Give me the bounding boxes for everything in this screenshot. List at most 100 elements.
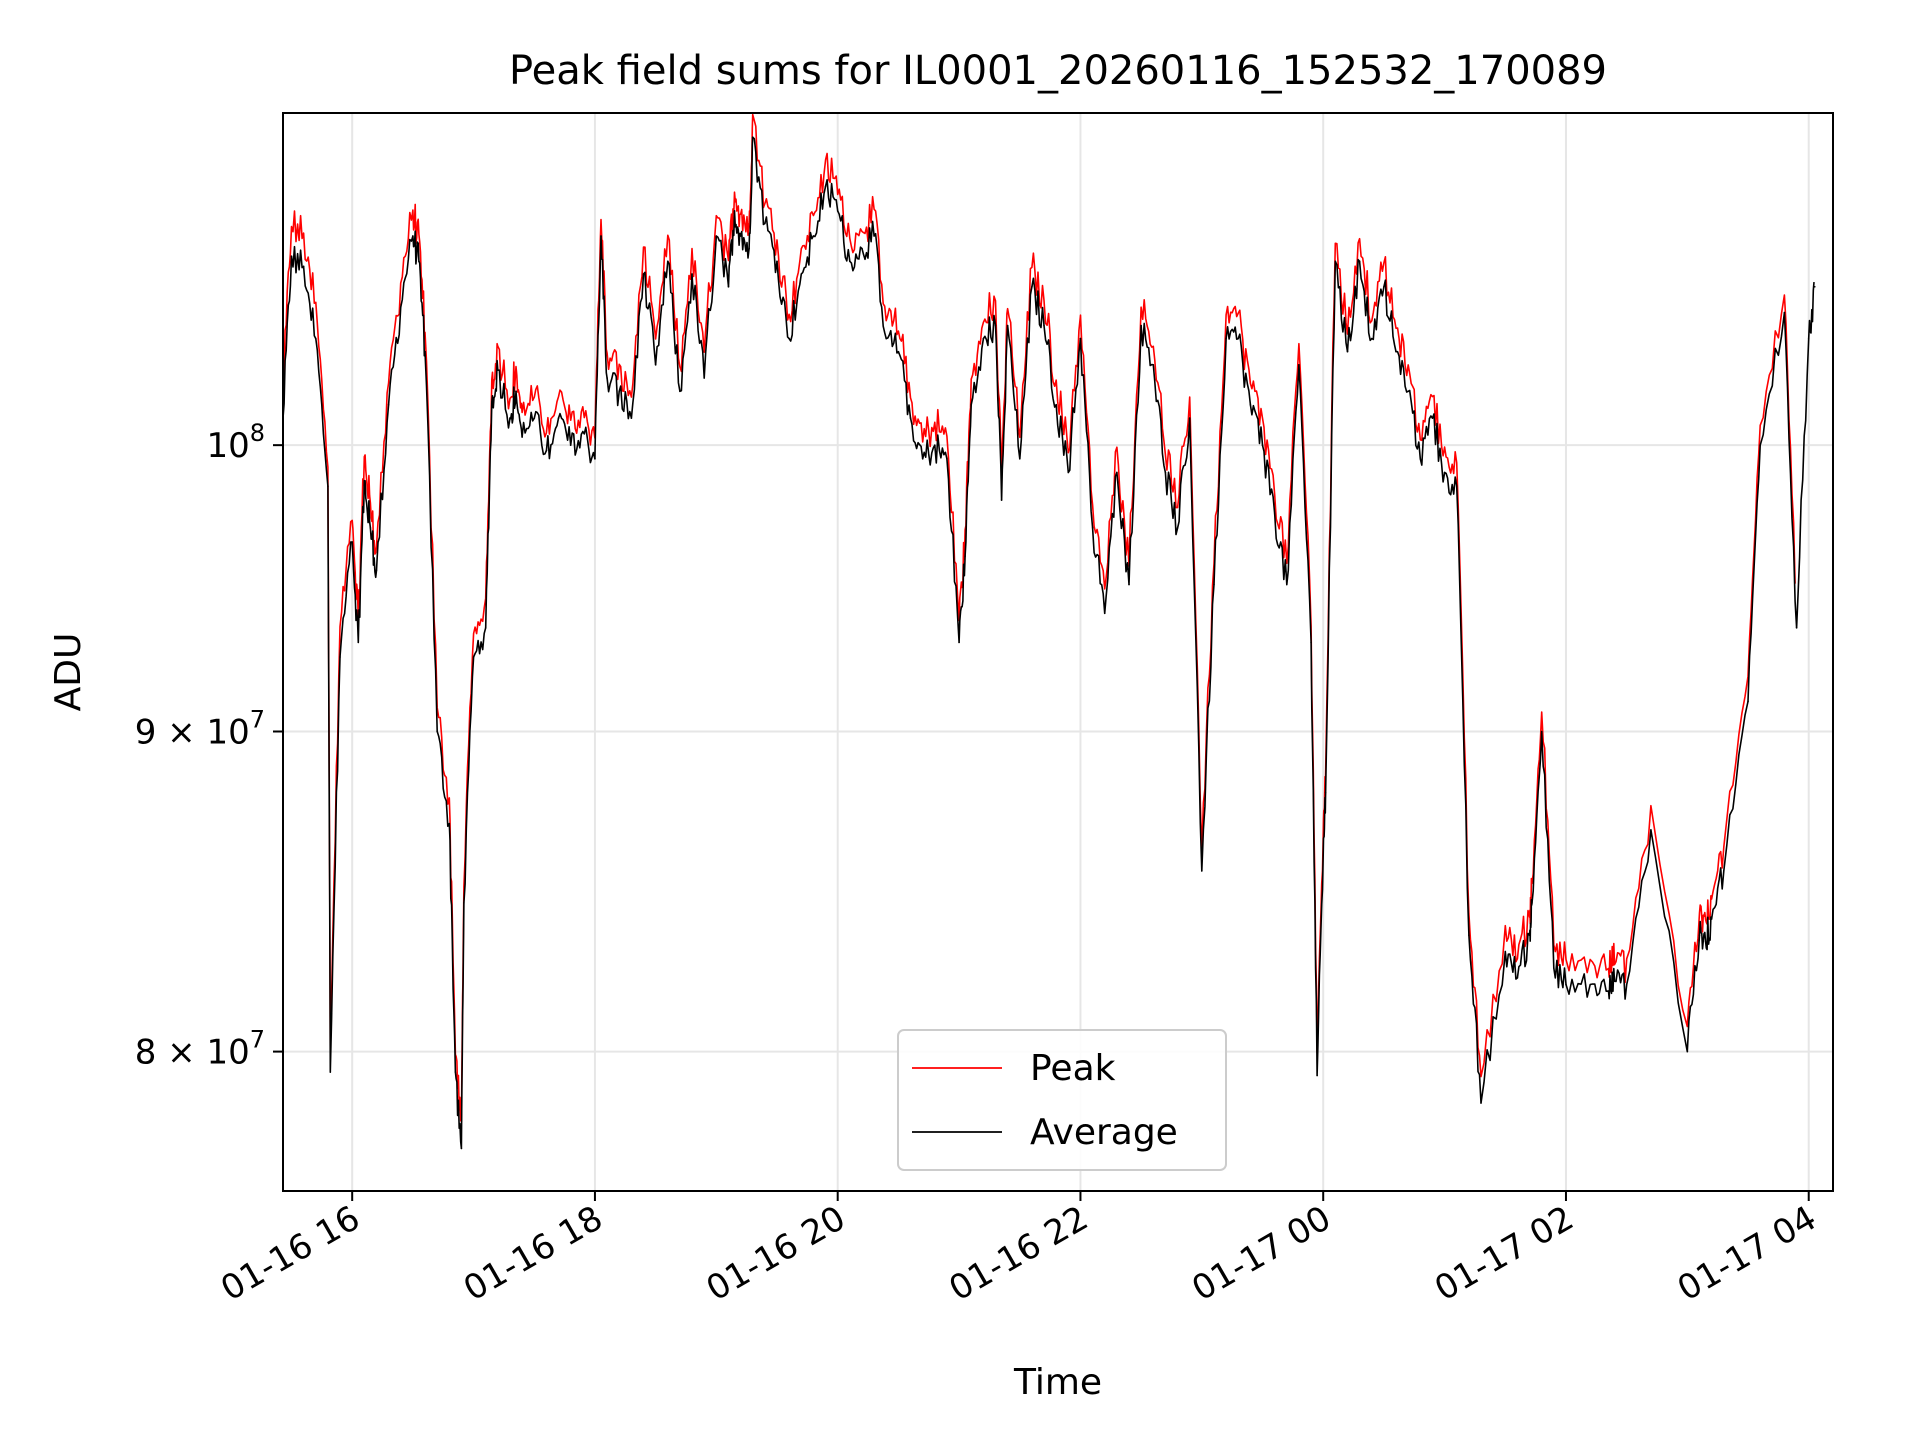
average-point [594,457,596,460]
grid-layer [283,113,1833,1191]
average-point [1747,700,1749,703]
average-point [764,222,766,225]
average-point [812,235,815,237]
average-point [357,641,360,644]
average-point [897,350,900,353]
average-point [509,417,511,419]
average-point [600,235,602,237]
average-point [861,247,863,250]
average-point [369,527,372,529]
average-point [715,235,718,237]
average-point [472,656,475,658]
average-point [1285,583,1288,586]
average-point [666,260,669,263]
average-point [497,369,499,371]
average-point [1443,471,1446,474]
average-point [1710,918,1713,920]
average-point [1698,934,1701,937]
average-point [982,337,985,340]
average-point [1607,990,1610,992]
average-point [582,430,584,433]
average-point [1237,337,1240,340]
average-point [1261,444,1264,446]
average-point [351,541,353,543]
average-point [1553,967,1555,969]
average-point [1176,527,1179,529]
average-point [654,364,657,366]
average-point [1018,457,1021,460]
average-point [921,457,924,460]
average-point [327,485,329,488]
average-point [1504,950,1507,953]
average-point [1759,444,1761,446]
average-point [824,185,827,187]
average-point [1201,870,1203,872]
average-point [436,730,438,733]
series-layer [283,113,1816,1150]
average-point [515,390,517,393]
average-point [1043,324,1045,327]
average-point [1813,285,1816,288]
average-point [618,390,621,393]
average-point [1273,513,1276,515]
average-point [1249,403,1252,406]
average-point [727,285,730,288]
average-point [424,350,426,353]
average-point [748,247,750,250]
average-point [606,377,608,379]
average-point [329,1071,332,1073]
average-point [751,136,754,138]
plot-frame [282,112,1834,1192]
average-point [1334,260,1337,263]
average-point [1528,934,1531,937]
average-point [964,555,966,557]
average-point [1807,337,1810,340]
average-point [1480,1102,1482,1104]
average-point [1103,612,1106,615]
average-point [1468,934,1470,937]
series-line-average [283,136,1815,1150]
average-point [1783,311,1786,314]
average-point [1067,471,1070,474]
average-point [1000,499,1003,501]
average-point [1298,364,1300,366]
average-point [1531,902,1533,904]
average-point [1565,983,1567,986]
average-point [630,417,633,419]
average-point [1225,337,1227,340]
average-point [849,260,851,263]
average-point [739,235,742,237]
average-point [1213,583,1215,586]
legend-box [897,1029,1227,1171]
average-point [1613,980,1616,982]
average-point [290,255,293,258]
average-point [1407,390,1409,393]
average-point [776,260,778,263]
average-point [1128,583,1130,586]
average-point [1152,364,1155,366]
average-point [1540,730,1543,733]
average-point [1795,627,1798,629]
x-axis-label: Time [1013,1362,1102,1403]
average-point [339,656,341,658]
average-point [1370,337,1373,340]
average-point [490,401,493,403]
average-point [934,444,936,446]
average-point [302,265,305,268]
average-point [1455,485,1458,488]
average-point [703,377,705,379]
average-point [1031,285,1033,288]
y-axis-label: ADU [48,633,89,712]
average-point [314,337,317,340]
average-point [387,403,390,406]
average-point [418,260,420,263]
average-point [1589,983,1592,986]
average-point [454,1071,457,1073]
average-point [399,306,402,309]
average-point [557,417,560,419]
average-point [1431,417,1434,419]
average-point [1395,350,1397,353]
average-point [946,457,948,460]
average-point [642,273,645,275]
